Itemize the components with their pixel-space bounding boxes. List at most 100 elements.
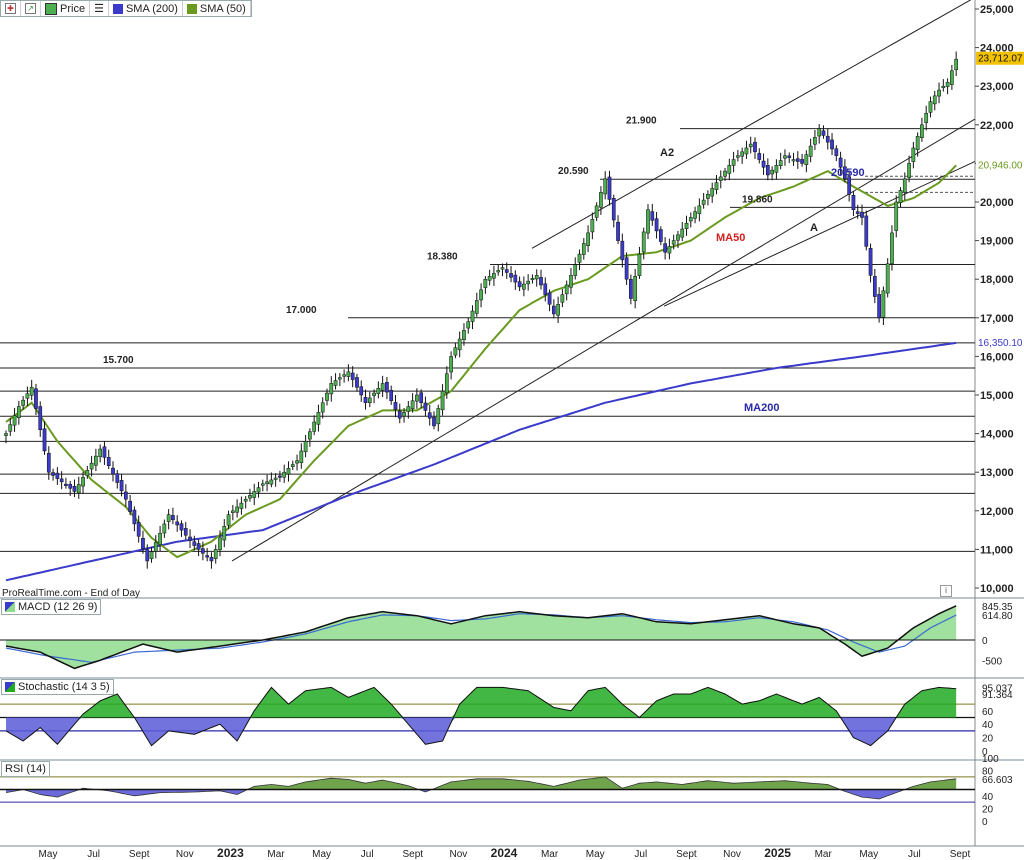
candle-body: [393, 402, 398, 410]
candle-body: [924, 112, 929, 124]
candle-body: [372, 392, 376, 396]
y-tick-label: 10,000: [980, 583, 1014, 595]
level-label: 21.900: [626, 116, 657, 127]
sma200-label: SMA (200): [125, 2, 178, 15]
candle-body: [624, 257, 629, 280]
candle-body: [526, 280, 531, 285]
candle-body: [171, 515, 175, 521]
candles: [4, 51, 959, 569]
sma50-label: SMA (50): [199, 2, 246, 15]
indicator-toolbar: ✚ ↗ Price ☰ SMA (200) SMA (50): [0, 0, 252, 17]
sma200-swatch: [112, 3, 123, 14]
candle-body: [423, 402, 428, 411]
annotation-label: A2: [660, 147, 674, 159]
macd-legend[interactable]: MACD (12 26 9): [1, 599, 102, 615]
y-tick-label: 20,000: [980, 197, 1014, 209]
sma200-toggle[interactable]: SMA (200): [109, 1, 183, 16]
candle-body: [783, 155, 787, 159]
sma50-toggle[interactable]: SMA (50): [183, 1, 251, 16]
stochastic-overbought-area: [6, 687, 957, 718]
candle-body: [663, 243, 667, 253]
x-tick-label: May: [312, 849, 331, 860]
candle-body: [932, 95, 937, 105]
candle-body: [286, 468, 291, 475]
candle-body: [791, 159, 796, 162]
arrow-toggle[interactable]: ↗: [21, 1, 41, 16]
candle-body: [111, 467, 115, 475]
candle-body: [4, 433, 8, 436]
candle-body: [654, 218, 659, 232]
candle-body: [543, 283, 548, 295]
candle-body: [513, 274, 518, 283]
candle-body: [821, 130, 826, 136]
candle-body: [436, 408, 441, 425]
candle-body: [303, 441, 308, 453]
candle-body: [218, 537, 222, 551]
candle-body: [633, 276, 638, 302]
candle-body: [697, 205, 702, 214]
candle-body: [76, 484, 81, 494]
candle-body: [389, 389, 394, 402]
x-tick-label: Sept: [676, 849, 697, 860]
y-tick-label: 15,000: [980, 390, 1014, 402]
candle-body: [329, 383, 334, 395]
candle-body: [885, 263, 890, 294]
candle-body: [397, 410, 402, 419]
candle-body: [517, 281, 522, 288]
candle-body: [761, 160, 766, 168]
x-tick-label: Mar: [267, 849, 285, 860]
candle-body: [132, 509, 137, 525]
y-tick-label: 25,000: [980, 4, 1014, 16]
candle-body: [248, 495, 252, 499]
rsi-legend[interactable]: RSI (14): [1, 761, 50, 777]
x-tick-label: Jul: [361, 849, 374, 860]
candle-body: [710, 188, 715, 197]
candle-body: [872, 276, 877, 297]
candle-body: [671, 240, 676, 245]
candle-body: [355, 377, 359, 388]
candle-body: [864, 215, 869, 247]
candlestick-toggle[interactable]: ✚: [1, 1, 21, 16]
x-tick-label: Jul: [87, 849, 100, 860]
price-badge: [976, 51, 1024, 65]
candle-body: [744, 147, 749, 155]
stochastic-legend[interactable]: Stochastic (14 3 5): [1, 679, 114, 695]
list-button[interactable]: ☰: [90, 1, 109, 16]
x-tick-label: Sept: [403, 849, 424, 860]
y-tick-label: 22,000: [980, 120, 1014, 132]
candle-body: [492, 273, 496, 279]
level-label: 17.000: [286, 305, 317, 316]
candle-body: [222, 525, 227, 541]
candle-body: [21, 399, 25, 406]
candle-body: [830, 139, 834, 150]
stochastic-k-line: [5, 686, 957, 747]
candle-body: [907, 163, 911, 178]
level-label: 18.380: [427, 252, 458, 263]
rsi-upper-area: [6, 776, 957, 790]
candle-body: [680, 228, 685, 238]
stochastic-oversold-area: [6, 717, 957, 746]
trend-line-mid: [663, 161, 976, 307]
candle-body: [950, 70, 954, 85]
annotation-label: MA200: [744, 402, 779, 414]
y-tick-label: 23,000: [980, 81, 1014, 93]
candle-body: [29, 387, 34, 396]
candle-body: [235, 506, 239, 513]
stochastic-tick-label: 0: [982, 747, 988, 758]
candle-body: [714, 182, 719, 190]
candle-body: [16, 406, 21, 418]
arrow-up-icon: ↗: [25, 3, 36, 14]
rsi-line: [5, 776, 957, 800]
candle-body: [586, 232, 590, 246]
x-tick-label: Nov: [723, 849, 741, 860]
candle-body: [723, 170, 727, 177]
info-icon[interactable]: i: [940, 585, 952, 597]
candle-body: [641, 231, 646, 253]
candle-body: [757, 153, 762, 160]
y-tick-label: 12,000: [980, 506, 1014, 518]
price-toggle[interactable]: Price: [41, 1, 91, 16]
sma50-swatch: [186, 3, 197, 14]
candle-body: [620, 240, 625, 261]
candle-body: [123, 491, 128, 500]
candle-body: [453, 347, 458, 356]
